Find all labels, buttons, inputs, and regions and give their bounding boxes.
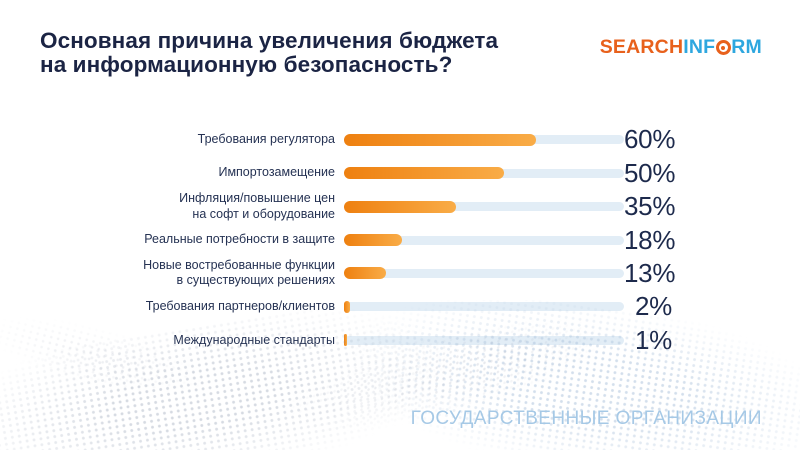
bar-value: 2%	[635, 291, 672, 322]
page-title-line1: Основная причина увеличения бюджета	[40, 28, 499, 53]
bar-track	[344, 235, 624, 245]
bar-track-wrap	[344, 200, 624, 213]
bar-fill	[344, 267, 386, 280]
chart-row: Импортозамещение 50%	[40, 156, 676, 189]
logo-text-search: SEARCH	[599, 36, 684, 58]
chart-rows: Требования регулятора 60% Импортозамещение…	[40, 123, 676, 357]
bar-value: 35%	[624, 191, 676, 222]
bar-track-wrap	[344, 300, 624, 313]
bar-label: Инфляция/повышение цен на софт и оборудо…	[179, 190, 335, 221]
bar-track-wrap	[344, 167, 624, 180]
bar-value: 18%	[624, 224, 676, 255]
bar-track-wrap	[344, 334, 624, 347]
bar-label: Реальные потребности в защите	[144, 232, 335, 247]
bar-track	[344, 302, 624, 312]
chart-row: Инфляция/повышение цен на софт и оборудо…	[40, 190, 676, 223]
page-title: Основная причина увеличения бюджета на и…	[40, 28, 499, 78]
bar-label: Новые востребованные функции в существую…	[143, 257, 335, 288]
bar-value: 60%	[624, 124, 676, 155]
bar-label: Требования регулятора	[197, 131, 335, 146]
bar-fill	[344, 300, 351, 313]
bar-chart: Требования регулятора 60% Импортозамещение…	[40, 123, 676, 357]
bar-label: Международные стандарты	[173, 332, 335, 347]
searchinform-logo: SEARCH INF RM	[600, 36, 762, 59]
bar-track-wrap	[344, 133, 624, 146]
bar-label: Импортозамещение	[218, 165, 335, 180]
chart-row: Требования партнеров/клиентов 2%	[40, 290, 673, 323]
bar-fill	[344, 334, 348, 347]
audience-label: ГОСУДАРСТВЕННЫЕ ОРГАНИЗАЦИИ	[410, 408, 762, 429]
bar-fill	[344, 200, 456, 213]
bar-fill	[344, 234, 402, 247]
chart-row: Международные стандарты 1%	[40, 324, 672, 357]
bar-track	[344, 202, 624, 212]
logo-text-inf: INF	[683, 36, 716, 58]
logo-text-rm: RM	[731, 36, 762, 58]
bar-track-wrap	[344, 267, 624, 280]
bar-track	[344, 335, 624, 345]
bar-track-wrap	[344, 234, 624, 247]
chart-row: Требования регулятора 60%	[40, 123, 676, 156]
chart-row: Новые востребованные функции в существую…	[40, 257, 676, 290]
bar-fill	[344, 133, 536, 146]
bar-value: 50%	[624, 157, 676, 188]
bar-label: Требования партнеров/клиентов	[145, 299, 335, 314]
bar-fill	[344, 167, 504, 180]
bar-value: 1%	[635, 324, 672, 355]
target-ring-icon	[715, 40, 731, 55]
bar-value: 13%	[624, 257, 676, 288]
bar-track	[344, 268, 624, 278]
page-title-line2: на информационную безопасность?	[40, 52, 453, 78]
chart-row: Реальные потребности в защите 18%	[40, 223, 676, 256]
